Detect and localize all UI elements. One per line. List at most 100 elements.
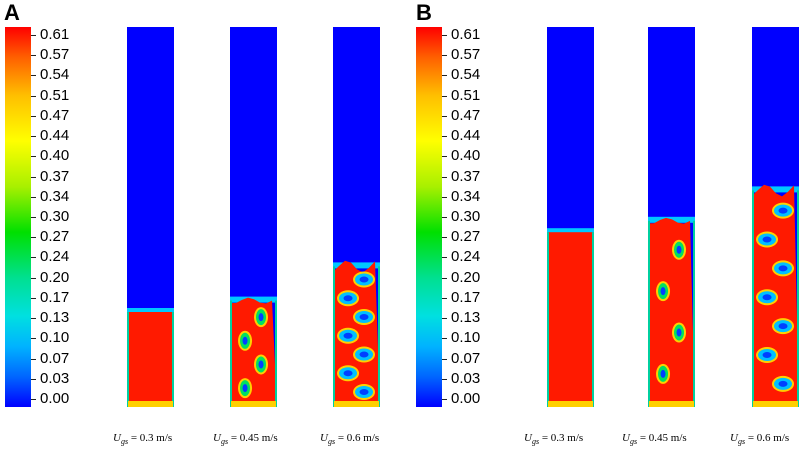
colorbar-tick-mark bbox=[31, 318, 36, 320]
column-label-b-1: Ugs = 0.3 m/s bbox=[524, 432, 584, 447]
colorbar-tick-label: 0.51 bbox=[40, 86, 70, 104]
bottom-region bbox=[649, 401, 694, 407]
colorbar-tick-mark bbox=[442, 217, 447, 218]
colorbar-b bbox=[416, 27, 442, 407]
colorbar-tick-mark bbox=[31, 257, 36, 259]
bubble-core bbox=[343, 295, 353, 302]
contour-column-a-3 bbox=[333, 27, 380, 407]
bubble-core bbox=[359, 389, 369, 396]
colorbar-tick-label: 0.51 bbox=[451, 86, 481, 104]
colorbar-tick-label: 0.27 bbox=[451, 228, 481, 246]
bubble-core bbox=[778, 323, 788, 330]
contour-plot bbox=[547, 27, 594, 407]
contour-column-a-2 bbox=[230, 27, 277, 407]
bubble-core bbox=[258, 313, 264, 322]
bottom-region bbox=[231, 401, 276, 407]
colorbar-tick-mark bbox=[442, 136, 447, 138]
bubble-core bbox=[778, 265, 788, 272]
colorbar-tick-label: 0.07 bbox=[40, 349, 70, 367]
colorbar-tick-label: 0.40 bbox=[40, 147, 70, 165]
colorbar-tick-mark bbox=[442, 358, 447, 360]
colorbar-tick-label: 0.17 bbox=[451, 288, 481, 306]
bubble-core bbox=[762, 352, 772, 359]
right-wall-band bbox=[797, 190, 799, 407]
colorbar-tick-mark bbox=[442, 297, 447, 299]
colorbar-tick-mark bbox=[31, 277, 36, 279]
colorbar-tick-label: 0.37 bbox=[40, 167, 70, 185]
colorbar-tick-label: 0.57 bbox=[451, 46, 481, 64]
bubble-core bbox=[762, 236, 772, 243]
colorbar-tick-mark bbox=[31, 338, 36, 340]
right-wall-band bbox=[592, 232, 594, 407]
bottom-region bbox=[753, 401, 798, 407]
panel-letter-a: A bbox=[4, 0, 20, 25]
colorbar-tick-mark bbox=[442, 156, 447, 158]
bottom-region bbox=[334, 401, 379, 407]
colorbar-tick-mark bbox=[31, 176, 36, 178]
colorbar-tick-label: 0.24 bbox=[40, 248, 70, 266]
colorbar-tick-label: 0.13 bbox=[451, 309, 481, 327]
left-wall-band bbox=[230, 300, 232, 407]
colorbar-tick-mark bbox=[31, 378, 36, 380]
colorbar-tick-label: 0.37 bbox=[451, 167, 481, 185]
colorbar-tick-mark bbox=[442, 237, 447, 239]
colorbar-tick-label: 0.40 bbox=[451, 147, 481, 165]
colorbar-tick-mark bbox=[31, 35, 36, 36]
colorbar-tick-mark bbox=[31, 55, 36, 57]
interface-band bbox=[333, 262, 380, 269]
column-label-a-3: Ugs = 0.6 m/s bbox=[320, 432, 380, 447]
bubble-core bbox=[242, 384, 248, 393]
bubble-core bbox=[359, 351, 369, 358]
colorbar-tick-mark bbox=[31, 358, 36, 360]
colorbar-tick-label: 0.00 bbox=[40, 390, 70, 407]
colorbar-tick-label: 0.10 bbox=[451, 329, 481, 347]
left-wall-band bbox=[648, 220, 650, 407]
colorbar-tick-mark bbox=[31, 399, 36, 400]
contour-plot bbox=[230, 27, 277, 407]
colorbar-tick-mark bbox=[31, 115, 36, 117]
right-wall-band bbox=[378, 266, 380, 407]
colorbar-tick-label: 0.17 bbox=[40, 288, 70, 306]
colorbar-tick-mark bbox=[31, 136, 36, 138]
colorbar-tick-label: 0.03 bbox=[40, 369, 70, 387]
colorbar-tick-label: 0.03 bbox=[451, 369, 481, 387]
contour-plot bbox=[333, 27, 380, 407]
bubble-core bbox=[343, 332, 353, 339]
colorbar-tick-label: 0.30 bbox=[451, 208, 481, 225]
contour-column-b-3 bbox=[752, 27, 799, 407]
right-wall-band bbox=[275, 300, 277, 407]
bubble-core bbox=[359, 276, 369, 283]
colorbar-tick-mark bbox=[442, 115, 447, 117]
contour-plot bbox=[648, 27, 695, 407]
dense-bed bbox=[648, 217, 695, 407]
colorbar-tick-label: 0.54 bbox=[40, 66, 70, 84]
colorbar-tick-mark bbox=[442, 35, 447, 36]
contour-column-b-2 bbox=[648, 27, 695, 407]
colorbar-tick-mark bbox=[442, 95, 447, 97]
bottom-region bbox=[128, 401, 173, 407]
colorbar-tick-mark bbox=[442, 55, 447, 57]
colorbar-tick-label: 0.54 bbox=[451, 66, 481, 84]
colorbar-tick-label: 0.44 bbox=[40, 127, 70, 145]
bubble-core bbox=[660, 369, 666, 378]
colorbar-tick-mark bbox=[31, 95, 36, 97]
colorbar-tick-label: 0.34 bbox=[40, 187, 70, 205]
interface-band bbox=[127, 308, 174, 314]
colorbar-tick-mark bbox=[442, 338, 447, 340]
colorbar-tick-label: 0.61 bbox=[451, 26, 481, 43]
contour-plot bbox=[752, 27, 799, 407]
bubble-core bbox=[258, 360, 264, 369]
column-label-b-2: Ugs = 0.45 m/s bbox=[622, 432, 687, 447]
bubble-core bbox=[778, 207, 788, 214]
bubble-core bbox=[778, 380, 788, 387]
bubble-core bbox=[762, 294, 772, 301]
interface-band bbox=[752, 186, 799, 193]
colorbar-tick-label: 0.10 bbox=[40, 329, 70, 347]
column-label-a-1: Ugs = 0.3 m/s bbox=[113, 432, 173, 447]
interface-band bbox=[547, 228, 594, 235]
column-label-b-3: Ugs = 0.6 m/s bbox=[730, 432, 790, 447]
contour-column-a-1 bbox=[127, 27, 174, 407]
colorbar-tick-mark bbox=[442, 176, 447, 178]
left-wall-band bbox=[127, 312, 129, 407]
left-wall-band bbox=[547, 232, 549, 407]
